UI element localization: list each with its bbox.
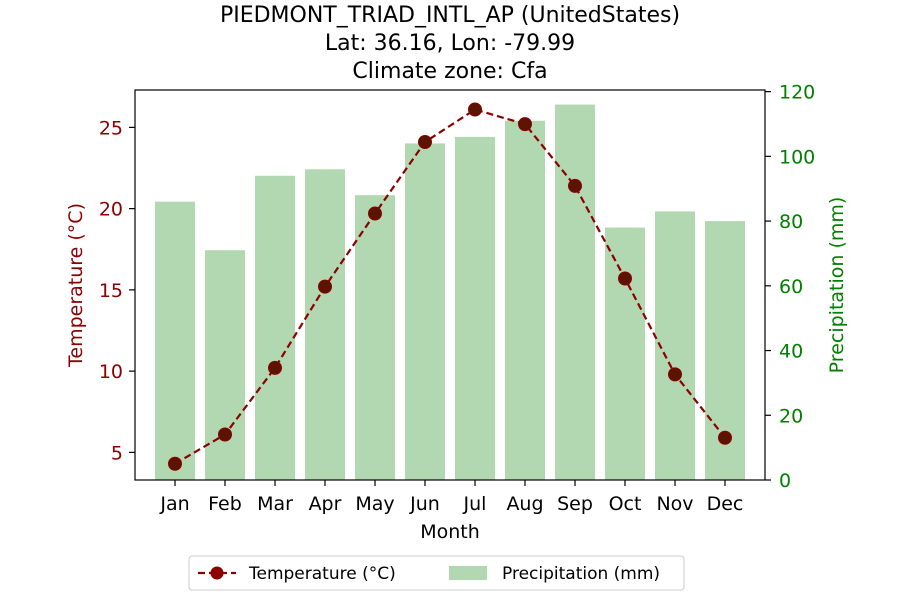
temperature-point-may [368, 206, 382, 221]
right-tick-label-120: 120 [779, 82, 815, 104]
right-y-axis-label: Precipitation (mm) [826, 197, 848, 374]
right-tick-label-60: 60 [779, 276, 803, 298]
precipitation-bar-mar [255, 175, 295, 480]
temperature-point-aug [518, 117, 532, 132]
precipitation-bar-apr [305, 169, 345, 481]
temperature-point-jan [168, 456, 182, 471]
x-tick-label-sep: Sep [557, 493, 593, 515]
right-tick-label-100: 100 [779, 146, 815, 168]
x-tick-label-mar: Mar [257, 493, 293, 515]
left-tick-label-15: 15 [99, 280, 123, 302]
temperature-point-apr [318, 279, 332, 294]
temperature-line-path [174, 108, 726, 465]
chart-title-line-1: PIEDMONT_TRIAD_INTL_AP (UnitedStates) [220, 3, 680, 28]
x-tick-label-jun: Jun [409, 493, 440, 515]
temperature-point-nov [668, 367, 682, 382]
precipitation-bar-feb [205, 250, 245, 480]
chart-title-line-2: Lat: 36.16, Lon: -79.99 [325, 31, 575, 56]
x-axis: Jan Feb Mar Apr May Jun Jul Aug Sep Oct Nov Dec [159, 480, 743, 515]
right-tick-label-80: 80 [779, 211, 803, 233]
left-tick-label-10: 10 [99, 361, 123, 383]
left-y-axis-label: Temperature (°C) [65, 203, 87, 368]
temperature-line [168, 102, 732, 471]
right-tick-label-40: 40 [779, 341, 803, 363]
temperature-point-jun [418, 135, 432, 149]
temperature-point-feb [218, 427, 232, 442]
precipitation-bar-may [355, 195, 395, 480]
left-tick-label-5: 5 [111, 442, 123, 464]
precipitation-bar-jan [155, 201, 195, 480]
legend-frame [188, 555, 685, 591]
precipitation-bar-oct [605, 227, 645, 480]
chart-title: PIEDMONT_TRIAD_INTL_AP (UnitedStates) La… [220, 3, 680, 84]
right-y-axis: 0 20 40 60 80 100 120 [765, 82, 815, 492]
chart-title-line-3: Climate zone: Cfa [352, 59, 547, 84]
x-tick-label-nov: Nov [656, 493, 693, 515]
right-tick-label-0: 0 [779, 470, 791, 492]
precipitation-bar-nov [655, 211, 695, 480]
right-tick-label-20: 20 [779, 405, 803, 427]
temperature-point-sep [568, 178, 582, 193]
x-tick-label-apr: Apr [309, 493, 342, 515]
precipitation-bar-jul [455, 136, 495, 480]
left-tick-label-20: 20 [99, 199, 123, 221]
x-tick-label-aug: Aug [506, 493, 543, 515]
precipitation-bar-jun [405, 143, 445, 480]
x-tick-label-jul: Jul [463, 493, 487, 515]
left-y-axis: 5 10 15 20 25 [99, 117, 135, 464]
legend: Temperature (°C) Precipitation (mm) [188, 555, 685, 591]
temperature-point-dec [718, 430, 732, 445]
legend-precipitation-swatch [449, 566, 487, 580]
temperature-point-jul [468, 102, 482, 117]
precipitation-bar-sep [555, 104, 595, 480]
x-tick-label-dec: Dec [707, 493, 744, 515]
x-tick-label-jan: Jan [159, 493, 189, 515]
legend-temperature-label: Temperature (°C) [248, 564, 396, 584]
x-tick-label-may: May [355, 493, 394, 515]
x-tick-label-oct: Oct [609, 493, 642, 515]
left-tick-label-25: 25 [99, 117, 123, 139]
legend-temperature-marker [210, 566, 224, 580]
x-tick-label-feb: Feb [208, 493, 242, 515]
plot-frame [134, 89, 766, 481]
legend-precipitation-label: Precipitation (mm) [502, 564, 660, 584]
precipitation-bars [155, 104, 745, 481]
precipitation-bar-aug [505, 120, 545, 480]
x-axis-label: Month [420, 521, 480, 543]
temperature-point-oct [618, 271, 632, 286]
temperature-point-mar [268, 360, 282, 375]
